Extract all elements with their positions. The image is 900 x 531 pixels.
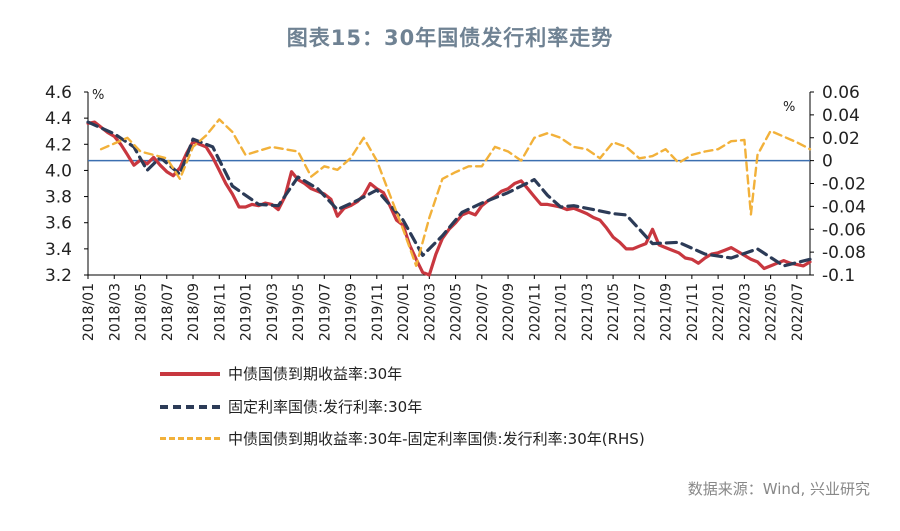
x-tick-label: 2022/01	[711, 283, 727, 341]
ytm-30y-line	[86, 120, 812, 277]
left-tick-label: 4.2	[45, 135, 72, 155]
x-tick-label: 2022/07	[790, 283, 806, 341]
legend-item-1: 中债国债到期收益率:30年	[160, 363, 402, 384]
right-tick-label: -0.04	[822, 197, 866, 217]
issue-rate-30y-line	[86, 120, 812, 268]
legend-label-3: 中债国债到期收益率:30年-固定利率国债:发行利率:30年(RHS)	[228, 430, 645, 448]
source-note: 数据来源：Wind, 兴业研究	[687, 480, 870, 498]
right-tick-label: 0	[822, 152, 833, 172]
x-tick-label: 2021/03	[580, 283, 596, 341]
x-tick-label: 2018/01	[81, 283, 97, 341]
legend-item-2: 固定利率国债:发行利率:30年	[160, 396, 422, 417]
chart-axes: 3.2 3.4 3.6 3.8 4.0 4.2 4.4 4.6 -0.1 -0.08 -0.06 -0…	[45, 83, 866, 341]
legend-swatch-1	[160, 371, 220, 376]
spread-rhs-line	[99, 118, 812, 267]
legend-swatch-2	[160, 404, 220, 409]
left-tick-label: 3.2	[45, 266, 72, 286]
left-tick-label: 3.8	[45, 188, 72, 208]
x-tick-label: 2020/03	[422, 283, 438, 341]
right-tick-label: 0.02	[822, 129, 860, 149]
x-tick-label: 2018/07	[160, 283, 176, 341]
x-tick-label: 2019/05	[291, 283, 307, 341]
x-tick-label: 2021/05	[606, 283, 622, 341]
right-axis-unit: %	[783, 100, 796, 115]
x-tick-label: 2018/11	[212, 283, 228, 341]
left-tick-label: 3.6	[45, 214, 72, 234]
x-tick-label: 2019/03	[265, 283, 281, 341]
x-tick-label: 2021/09	[659, 283, 675, 341]
chart-series	[86, 118, 812, 277]
x-tick-label: 2019/01	[239, 283, 255, 341]
left-tick-label: 4.6	[45, 83, 72, 103]
right-tick-label: -0.02	[822, 175, 866, 195]
right-tick-label: 0.06	[822, 83, 860, 103]
x-tick-label: 2020/09	[501, 283, 517, 341]
legend-label-2: 固定利率国债:发行利率:30年	[228, 398, 423, 416]
x-tick-label: 2018/03	[107, 283, 123, 341]
left-tick-label: 3.4	[45, 240, 72, 260]
x-tick-label: 2018/05	[134, 283, 150, 341]
right-tick-label: -0.06	[822, 220, 866, 240]
x-tick-label: 2021/11	[685, 283, 701, 341]
x-tick-label: 2019/07	[317, 283, 333, 341]
x-tick-label: 2021/07	[632, 283, 648, 341]
x-tick-label: 2020/07	[475, 283, 491, 341]
x-tick-label: 2022/05	[764, 283, 780, 341]
legend-label-1: 中债国债到期收益率:30年	[228, 365, 403, 383]
x-tick-label: 2021/01	[554, 283, 570, 341]
right-tick-label: -0.08	[822, 243, 866, 263]
right-tick-label: 0.04	[822, 106, 860, 126]
x-tick-label: 2019/09	[344, 283, 360, 341]
x-tick-label: 2018/09	[186, 283, 202, 341]
right-tick-label: -0.1	[822, 266, 855, 286]
x-tick-label: 2020/01	[396, 283, 412, 341]
legend-swatch-3	[160, 437, 220, 440]
x-tick-label: 2020/11	[527, 283, 543, 341]
x-tick-label: 2022/03	[737, 283, 753, 341]
chart-title: 图表15：30年国债发行利率走势	[286, 26, 614, 50]
x-tick-label: 2020/05	[449, 283, 465, 341]
left-tick-label: 4.0	[45, 161, 72, 181]
left-axis-unit: %	[92, 88, 105, 103]
left-tick-label: 4.4	[45, 109, 72, 129]
legend-item-3: 中债国债到期收益率:30年-固定利率国债:发行利率:30年(RHS)	[160, 428, 645, 449]
x-tick-label: 2019/11	[370, 283, 386, 341]
